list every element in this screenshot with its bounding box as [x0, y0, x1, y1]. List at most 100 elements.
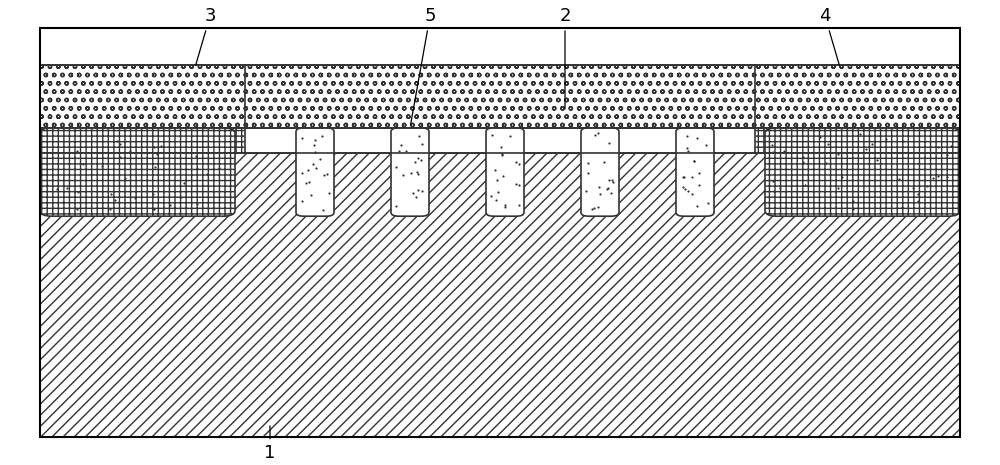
Point: [405, 189, 421, 196]
Point: [910, 191, 926, 198]
Point: [905, 184, 921, 192]
Bar: [40, 153, 960, 437]
Point: [580, 159, 596, 166]
Point: [321, 190, 337, 197]
Point: [69, 147, 85, 154]
Point: [586, 204, 602, 212]
Point: [680, 147, 696, 154]
Point: [858, 145, 874, 153]
Point: [103, 190, 119, 198]
Point: [102, 205, 118, 213]
Point: [587, 132, 603, 139]
Point: [930, 173, 946, 180]
Point: [689, 202, 705, 209]
Point: [109, 137, 125, 145]
Point: [410, 170, 426, 177]
Point: [776, 148, 792, 155]
Point: [677, 185, 693, 193]
Point: [852, 131, 868, 138]
Point: [162, 201, 178, 209]
Point: [939, 173, 955, 181]
Point: [483, 192, 499, 199]
Point: [497, 202, 513, 209]
Point: [493, 143, 509, 150]
Point: [497, 203, 513, 211]
Point: [146, 205, 162, 212]
Point: [489, 176, 505, 184]
Point: [94, 162, 110, 169]
Point: [411, 133, 427, 140]
Point: [414, 140, 430, 147]
Point: [895, 138, 911, 145]
Point: [698, 141, 714, 149]
Bar: [755, 128, 960, 153]
Point: [189, 200, 205, 208]
Point: [173, 193, 189, 201]
Point: [894, 203, 910, 211]
Point: [488, 197, 504, 204]
Point: [314, 133, 330, 140]
Point: [765, 149, 781, 156]
Point: [772, 184, 788, 192]
Point: [409, 168, 425, 176]
Point: [766, 187, 782, 195]
Point: [312, 155, 328, 162]
Point: [395, 172, 411, 179]
Point: [300, 166, 316, 174]
Point: [930, 144, 946, 151]
Point: [319, 170, 335, 178]
Point: [189, 164, 205, 172]
Point: [689, 134, 705, 141]
Point: [49, 186, 65, 193]
Point: [676, 173, 692, 180]
Point: [764, 141, 780, 149]
Point: [408, 194, 424, 201]
Point: [487, 166, 503, 173]
Point: [188, 152, 204, 159]
FancyBboxPatch shape: [40, 128, 235, 216]
Point: [590, 130, 606, 137]
Point: [502, 133, 518, 140]
Point: [59, 185, 75, 192]
Point: [830, 185, 846, 192]
Point: [675, 183, 691, 191]
Point: [605, 179, 621, 186]
Point: [830, 150, 846, 158]
Point: [294, 197, 310, 205]
Point: [686, 157, 702, 165]
Point: [112, 153, 128, 160]
Point: [294, 134, 310, 142]
Point: [176, 179, 192, 187]
Point: [69, 206, 85, 213]
Point: [765, 177, 781, 184]
Point: [100, 171, 116, 178]
Point: [393, 141, 409, 149]
Bar: [40, 128, 960, 153]
Point: [675, 173, 691, 180]
Point: [484, 131, 500, 139]
Point: [112, 140, 128, 147]
Point: [797, 181, 813, 189]
Point: [153, 143, 169, 150]
Point: [161, 166, 177, 173]
Point: [795, 153, 811, 160]
Point: [820, 140, 836, 148]
Point: [591, 184, 607, 191]
Point: [145, 191, 161, 198]
Point: [601, 177, 617, 184]
Point: [305, 160, 321, 168]
Point: [601, 140, 617, 147]
Point: [211, 164, 227, 172]
Point: [845, 205, 861, 213]
FancyBboxPatch shape: [391, 128, 429, 216]
Point: [495, 172, 511, 179]
Point: [39, 181, 55, 188]
FancyBboxPatch shape: [676, 128, 714, 216]
Point: [127, 194, 143, 201]
Point: [603, 189, 619, 197]
Point: [199, 170, 215, 178]
Point: [680, 187, 696, 195]
Point: [388, 203, 404, 210]
Point: [407, 158, 423, 166]
Bar: [40, 65, 960, 128]
